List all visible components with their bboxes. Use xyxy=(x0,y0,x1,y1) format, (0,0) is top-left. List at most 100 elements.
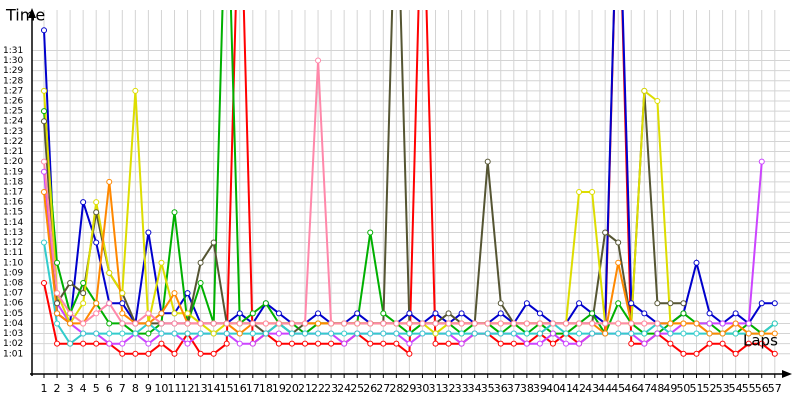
data-point xyxy=(236,330,243,337)
x-tick-label: 21 xyxy=(298,382,312,395)
data-point xyxy=(354,320,361,327)
data-point xyxy=(484,320,491,327)
data-point xyxy=(589,310,596,317)
data-point xyxy=(41,189,47,195)
x-tick-label: 22 xyxy=(311,382,325,395)
data-point xyxy=(80,300,87,307)
data-point xyxy=(302,330,308,337)
data-point xyxy=(510,330,517,337)
y-axis-arrow xyxy=(28,8,36,18)
data-point xyxy=(510,340,517,347)
x-tick-label: 3 xyxy=(67,382,74,395)
y-tick-label: 1:06 xyxy=(3,299,23,309)
data-point xyxy=(197,280,204,286)
y-tick-label: 1:05 xyxy=(3,309,23,319)
data-point xyxy=(93,330,100,337)
data-point xyxy=(536,310,543,317)
y-tick-label: 1:27 xyxy=(3,86,23,96)
data-point xyxy=(628,320,635,327)
y-tick-label: 1:03 xyxy=(3,329,23,339)
data-point xyxy=(197,330,204,337)
data-point xyxy=(732,320,739,327)
data-point xyxy=(667,320,674,327)
x-tick-label: 11 xyxy=(168,382,182,395)
data-point xyxy=(106,178,113,185)
data-point xyxy=(315,57,322,64)
data-point xyxy=(523,330,530,337)
data-point xyxy=(184,290,191,297)
data-point xyxy=(249,340,256,347)
x-tick-label: 28 xyxy=(389,382,403,395)
data-point xyxy=(249,310,256,317)
data-point xyxy=(758,158,765,165)
data-point xyxy=(119,330,126,337)
data-point xyxy=(445,340,452,347)
data-point xyxy=(615,239,622,246)
y-tick-label: 1:12 xyxy=(3,238,23,248)
x-tick-label: 36 xyxy=(494,382,508,395)
data-point xyxy=(602,320,609,327)
data-point xyxy=(667,330,674,337)
data-point xyxy=(158,330,165,337)
data-point xyxy=(432,310,439,317)
data-point xyxy=(615,330,622,337)
data-point xyxy=(706,310,713,317)
data-point xyxy=(210,239,217,246)
data-point xyxy=(380,320,387,327)
data-point xyxy=(93,239,100,246)
x-tick-label: 2 xyxy=(54,382,61,395)
data-point xyxy=(771,330,778,337)
x-tick-label: 16 xyxy=(233,382,247,395)
data-point xyxy=(406,350,413,357)
data-point xyxy=(249,330,256,337)
data-point xyxy=(106,300,113,307)
data-point xyxy=(54,290,61,297)
x-tick-label: 30 xyxy=(415,382,429,395)
data-point xyxy=(119,320,126,327)
data-point xyxy=(275,330,282,337)
y-tick-label: 1:24 xyxy=(3,117,23,127)
data-point xyxy=(41,158,47,165)
data-point xyxy=(445,310,452,317)
data-point xyxy=(158,320,165,327)
data-point xyxy=(589,330,596,337)
data-point xyxy=(628,330,635,337)
data-point xyxy=(654,98,661,104)
data-point xyxy=(54,300,61,307)
data-point xyxy=(302,340,308,347)
data-point xyxy=(132,320,139,327)
data-point xyxy=(589,189,596,195)
data-point xyxy=(576,189,583,195)
data-point xyxy=(393,340,400,347)
data-point xyxy=(549,320,556,327)
data-point xyxy=(602,330,609,337)
data-point xyxy=(589,320,596,327)
y-tick-label: 1:01 xyxy=(3,349,23,359)
data-point xyxy=(680,330,687,337)
data-point xyxy=(549,340,556,347)
data-point xyxy=(223,330,230,337)
data-point xyxy=(576,330,583,337)
data-point xyxy=(693,330,700,337)
data-point xyxy=(41,239,47,246)
data-point xyxy=(67,320,74,327)
y-tick-label: 1:09 xyxy=(3,268,23,278)
data-point xyxy=(80,199,87,206)
data-point xyxy=(445,320,452,327)
data-point xyxy=(106,330,113,337)
x-tick-label: 53 xyxy=(716,382,730,395)
data-point xyxy=(302,320,308,327)
x-tick-label: 12 xyxy=(181,382,195,395)
data-point xyxy=(275,320,282,327)
data-point xyxy=(288,340,295,347)
data-point xyxy=(315,310,322,317)
data-point xyxy=(563,320,569,327)
data-point xyxy=(641,87,648,94)
data-point xyxy=(680,350,687,357)
data-point xyxy=(315,330,322,337)
data-point xyxy=(510,320,517,327)
data-point xyxy=(380,340,387,347)
data-point xyxy=(419,330,426,337)
data-point xyxy=(158,340,165,347)
data-point xyxy=(54,320,61,327)
